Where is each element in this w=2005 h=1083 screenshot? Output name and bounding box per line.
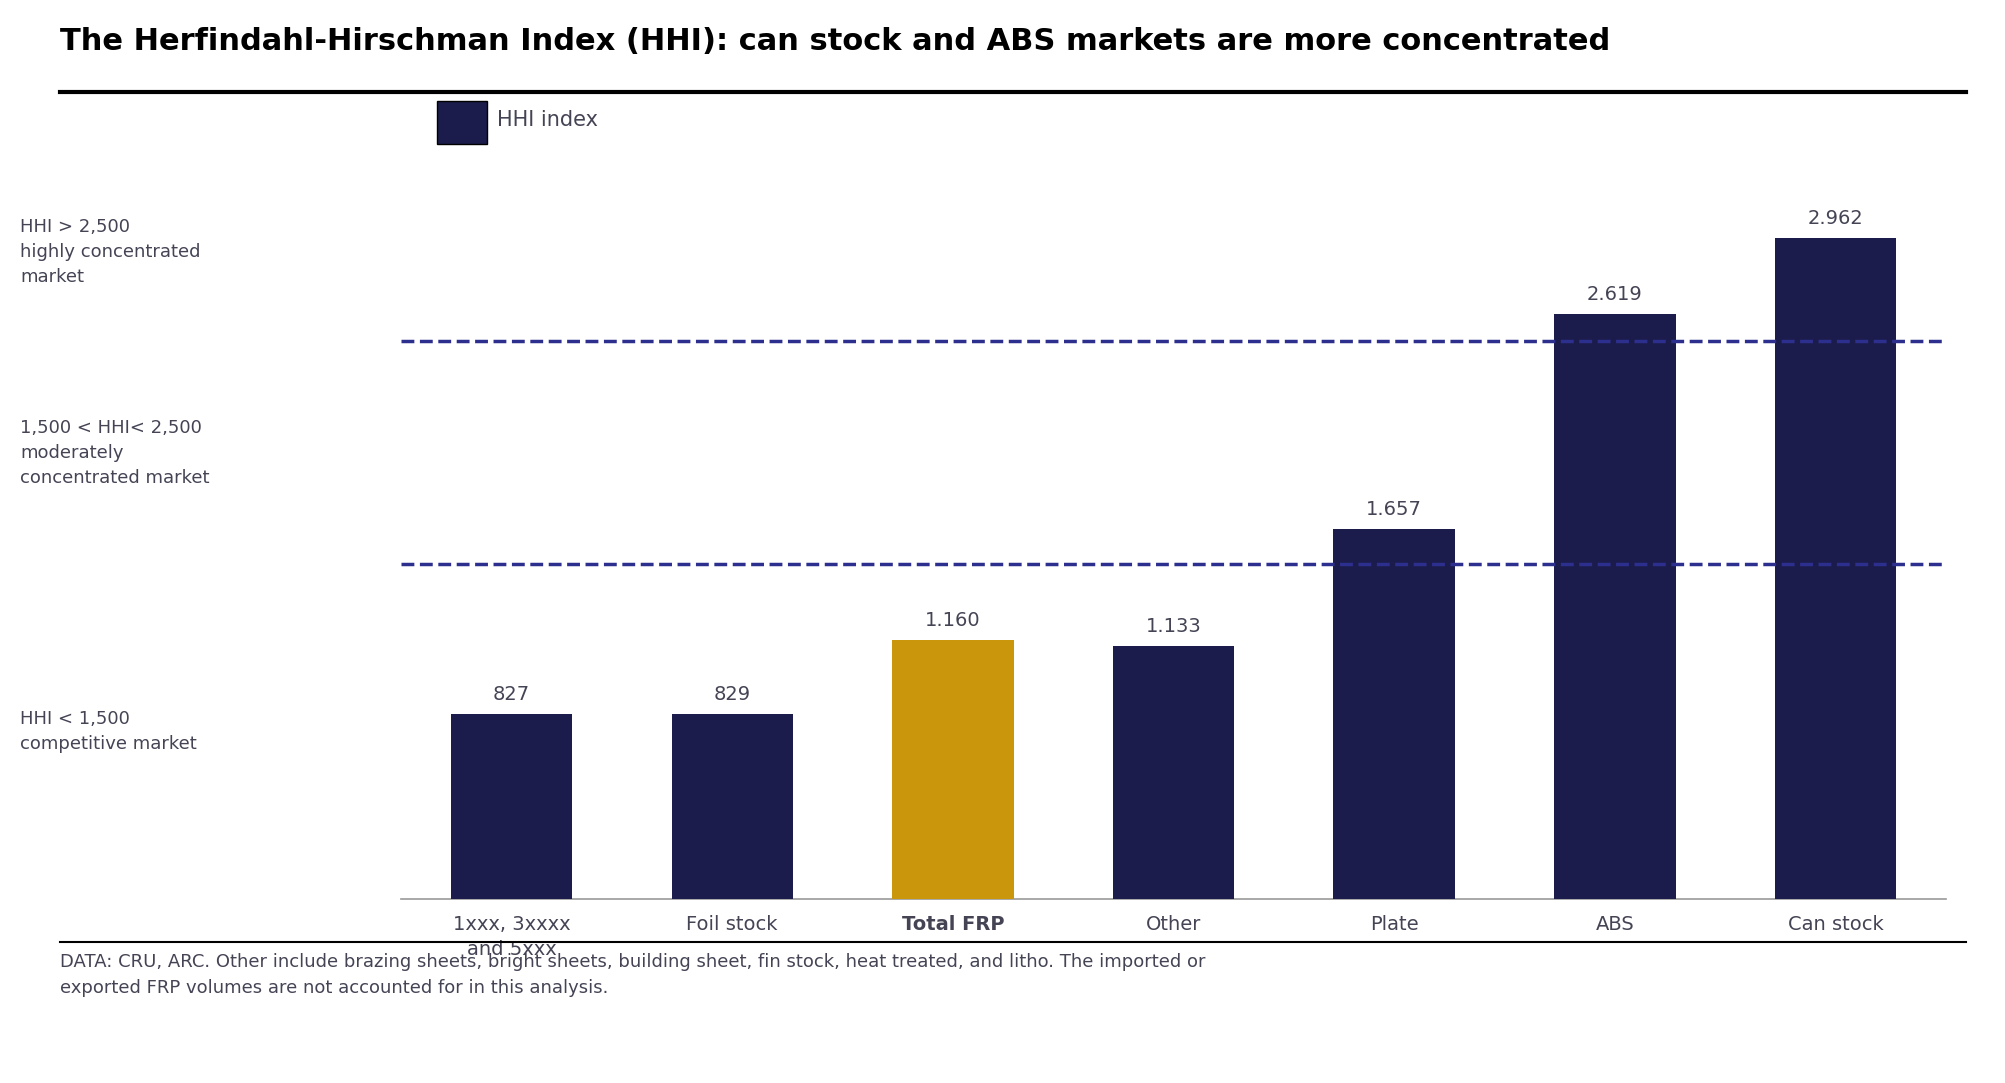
Text: 1.133: 1.133	[1145, 617, 1201, 636]
Text: DATA: CRU, ARC. Other include brazing sheets, bright sheets, building sheet, fin: DATA: CRU, ARC. Other include brazing sh…	[60, 953, 1205, 997]
Text: 827: 827	[493, 686, 529, 704]
Text: HHI < 1,500
competitive market: HHI < 1,500 competitive market	[20, 710, 196, 753]
Bar	[1554, 314, 1674, 899]
Text: 1,500 < HHI< 2,500
moderately
concentrated market: 1,500 < HHI< 2,500 moderately concentrat…	[20, 418, 209, 486]
Text: 829: 829	[714, 684, 750, 704]
Text: HHI index: HHI index	[497, 110, 597, 130]
Text: 1.160: 1.160	[924, 611, 980, 630]
Bar	[892, 640, 1013, 899]
Bar	[1333, 530, 1454, 899]
Text: The Herfindahl-Hirschman Index (HHI): can stock and ABS markets are more concent: The Herfindahl-Hirschman Index (HHI): ca…	[60, 27, 1610, 56]
Text: 2.962: 2.962	[1807, 209, 1863, 227]
Text: 1.657: 1.657	[1365, 500, 1422, 519]
Text: 2.619: 2.619	[1586, 286, 1642, 304]
Bar	[1774, 238, 1895, 899]
Text: HHI > 2,500
highly concentrated
market: HHI > 2,500 highly concentrated market	[20, 218, 201, 286]
Bar	[1113, 647, 1233, 899]
Bar	[672, 714, 792, 899]
Bar	[451, 715, 571, 899]
